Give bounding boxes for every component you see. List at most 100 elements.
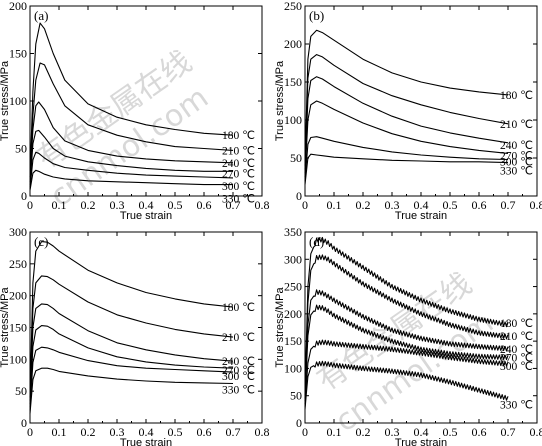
y-tick-label: 0 bbox=[296, 189, 302, 203]
x-tick-label: 0.8 bbox=[530, 198, 542, 212]
y-axis-label: True stress/MPa bbox=[0, 60, 11, 141]
x-tick-label: 0 bbox=[302, 198, 308, 212]
series-line-3 bbox=[304, 76, 509, 174]
y-tick-label: 150 bbox=[9, 47, 27, 61]
series-line-4 bbox=[304, 304, 509, 404]
series-label: 300 ℃ bbox=[222, 181, 255, 193]
series-label: 270 ℃ bbox=[222, 168, 255, 180]
y-tick-label: 100 bbox=[9, 352, 27, 366]
x-tick-label: 0.5 bbox=[168, 425, 183, 439]
series-line-1 bbox=[29, 22, 234, 178]
y-tick-label: 250 bbox=[284, 0, 302, 13]
x-tick-label: 0.7 bbox=[226, 198, 241, 212]
chart-panel-4: 0 0.1 0.2 0.3 0.4 0.5 0.6 0.7 0.8 0 50 100 150 200 250… bbox=[274, 225, 542, 446]
series-line-1 bbox=[304, 29, 509, 166]
y-tick-label: 50 bbox=[290, 151, 302, 165]
y-tick-label: 100 bbox=[284, 361, 302, 375]
series-line-6 bbox=[29, 367, 234, 414]
series-label: 330 ℃ bbox=[500, 166, 533, 178]
y-tick-label: 200 bbox=[9, 0, 27, 13]
chart-panel-2: 0 0.1 0.2 0.3 0.4 0.5 0.6 0.7 0.8 0 50 100 150 200 250… bbox=[274, 0, 542, 222]
x-tick-label: 0.3 bbox=[110, 198, 125, 212]
x-tick-label: 0.7 bbox=[226, 425, 241, 439]
chart-panel-1: 0 0.1 0.2 0.3 0.4 0.5 0.6 0.7 0.8 0 50 100 150 200 Tru… bbox=[0, 0, 270, 222]
series-label: 210 ℃ bbox=[222, 145, 255, 157]
series-label: 240 ℃ bbox=[222, 356, 255, 368]
x-tick-label: 0 bbox=[27, 198, 33, 212]
x-axis-label: True strain bbox=[395, 210, 447, 222]
series-line-5 bbox=[29, 151, 234, 189]
series-line-1 bbox=[304, 236, 509, 396]
series-label: 330 ℃ bbox=[222, 385, 255, 397]
series-line-2 bbox=[29, 62, 234, 182]
x-tick-label: 0.4 bbox=[139, 198, 154, 212]
series-label: 300 ℃ bbox=[500, 361, 533, 373]
x-axis-label: True strain bbox=[120, 437, 172, 446]
series-label: 180 ℃ bbox=[500, 90, 533, 102]
series-label: 240 ℃ bbox=[222, 158, 255, 170]
y-axis-label: True stress/MPa bbox=[0, 286, 11, 367]
y-tick-label: 100 bbox=[9, 94, 27, 108]
x-tick-label: 0.5 bbox=[443, 425, 458, 439]
series-line-5 bbox=[29, 346, 234, 411]
series-label: 240 ℃ bbox=[500, 344, 533, 356]
x-tick-label: 0.8 bbox=[255, 198, 270, 212]
x-tick-label: 0.2 bbox=[356, 425, 371, 439]
series-line-2 bbox=[304, 54, 509, 170]
x-tick-label: 0.2 bbox=[81, 425, 96, 439]
y-tick-label: 150 bbox=[284, 75, 302, 89]
series-line-3 bbox=[29, 101, 234, 185]
panel-label: (d) bbox=[309, 234, 324, 249]
series-line-5 bbox=[304, 339, 509, 407]
series-line-6 bbox=[304, 360, 509, 410]
series-label: 180 ℃ bbox=[222, 302, 255, 314]
x-tick-label: 0.8 bbox=[530, 425, 542, 439]
y-tick-label: 100 bbox=[284, 113, 302, 127]
x-tick-label: 0.3 bbox=[385, 425, 400, 439]
y-tick-label: 0 bbox=[296, 416, 302, 430]
series-label: 270 ℃ bbox=[500, 353, 533, 365]
panel-label: (b) bbox=[309, 8, 324, 23]
x-tick-label: 0.6 bbox=[472, 425, 487, 439]
x-tick-label: 0.2 bbox=[356, 198, 371, 212]
series-line-6 bbox=[304, 153, 509, 185]
series-label: 270 ℃ bbox=[222, 365, 255, 377]
series-line-5 bbox=[304, 136, 509, 181]
y-tick-label: 0 bbox=[21, 416, 27, 430]
series-label: 210 ℃ bbox=[500, 331, 533, 343]
series-label: 270 ℃ bbox=[500, 150, 533, 162]
y-tick-label: 150 bbox=[284, 334, 302, 348]
y-tick-label: 250 bbox=[9, 257, 27, 271]
x-tick-label: 0.3 bbox=[110, 425, 125, 439]
x-axis-label: True strain bbox=[395, 437, 447, 446]
series-line-3 bbox=[29, 303, 234, 404]
x-tick-label: 0.4 bbox=[139, 425, 154, 439]
x-tick-label: 0.7 bbox=[501, 425, 516, 439]
series-label: 240 ℃ bbox=[500, 140, 533, 152]
x-tick-label: 0.3 bbox=[385, 198, 400, 212]
x-tick-label: 0.8 bbox=[255, 425, 270, 439]
x-tick-label: 0.6 bbox=[197, 198, 212, 212]
series-label: 180 ℃ bbox=[500, 318, 533, 330]
x-tick-label: 0.4 bbox=[414, 425, 429, 439]
series-line-4 bbox=[29, 325, 234, 408]
x-tick-label: 0.2 bbox=[81, 198, 96, 212]
x-tick-label: 0.1 bbox=[327, 425, 342, 439]
series-label: 210 ℃ bbox=[222, 332, 255, 344]
x-tick-label: 0 bbox=[27, 425, 33, 439]
series-label: 300 ℃ bbox=[222, 371, 255, 383]
series-line-2 bbox=[304, 254, 509, 399]
y-tick-label: 50 bbox=[15, 142, 27, 156]
y-tick-label: 50 bbox=[15, 384, 27, 398]
y-axis-label: True stress/MPa bbox=[274, 286, 286, 367]
series-line-6 bbox=[29, 169, 233, 191]
x-tick-label: 0.6 bbox=[472, 198, 487, 212]
y-tick-label: 250 bbox=[284, 280, 302, 294]
series-line-4 bbox=[29, 129, 233, 187]
y-tick-label: 200 bbox=[9, 289, 27, 303]
y-tick-label: 50 bbox=[290, 389, 302, 403]
x-tick-label: 0.5 bbox=[443, 198, 458, 212]
series-label: 210 ℃ bbox=[500, 119, 533, 131]
